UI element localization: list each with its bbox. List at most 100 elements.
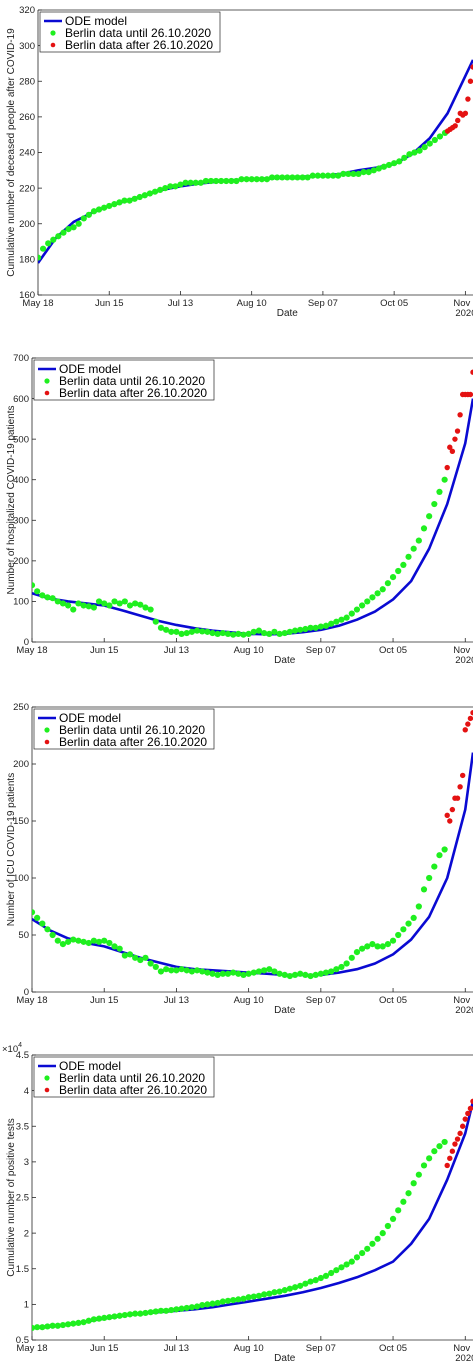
data-point-berlin-data-until-26-10-2020 [163,626,170,633]
y-axis-label: Cumulative number of positive tests [6,1118,17,1276]
data-point-berlin-data-until-26-10-2020 [263,176,271,183]
data-point-berlin-data-until-26-10-2020 [324,172,332,179]
y-exponent-label: ×104 [2,1042,22,1055]
data-point-berlin-data-until-26-10-2020 [307,1278,314,1285]
legend-label: Berlin data until 26.10.2020 [65,26,211,40]
data-point-berlin-data-after-26-10-2020 [459,772,466,779]
data-point-berlin-data-until-26-10-2020 [328,620,335,627]
data-point-berlin-data-until-26-10-2020 [369,1240,376,1247]
chart-panel-1: 160 180 200 220 240 260 280 300 320 May 18 Jun 15 J… [6,5,473,319]
data-point-berlin-data-until-26-10-2020 [271,628,278,635]
data-point-berlin-data-until-26-10-2020 [116,1312,123,1319]
data-point-berlin-data-until-26-10-2020 [70,1320,77,1327]
data-point-berlin-data-until-26-10-2020 [379,943,386,950]
legend-marker-swatch [44,739,50,745]
x-tick-label: Sep 07 [306,645,336,656]
legend-marker-swatch [44,390,50,396]
data-point-berlin-data-until-26-10-2020 [85,211,92,218]
data-point-berlin-data-until-26-10-2020 [136,193,143,201]
data-point-berlin-data-until-26-10-2020 [281,629,288,637]
data-point-berlin-data-until-26-10-2020 [95,938,103,945]
data-point-berlin-data-until-26-10-2020 [400,926,407,933]
data-point-berlin-data-until-26-10-2020 [410,545,417,552]
data-point-berlin-data-until-26-10-2020 [214,971,221,979]
data-point-berlin-data-until-26-10-2020 [307,624,314,631]
data-point-berlin-data-until-26-10-2020 [168,1306,175,1314]
y-axis-label: Cumulative number of deceased people aft… [6,28,17,277]
data-point-berlin-data-until-26-10-2020 [350,170,357,177]
data-point-berlin-data-until-26-10-2020 [142,954,149,961]
data-point-berlin-data-until-26-10-2020 [223,177,230,185]
data-point-berlin-data-until-26-10-2020 [245,630,252,637]
plot-area [32,710,473,980]
data-point-berlin-data-until-26-10-2020 [364,943,371,950]
plot-area [32,1098,473,1331]
data-point-berlin-data-until-26-10-2020 [415,903,422,910]
data-point-berlin-data-until-26-10-2020 [406,151,413,158]
data-point-berlin-data-after-26-10-2020 [449,806,456,813]
data-point-berlin-data-after-26-10-2020 [454,428,461,434]
y-tick-label: 3 [24,1157,29,1168]
data-point-berlin-data-after-26-10-2020 [447,818,453,824]
data-point-berlin-data-until-26-10-2020 [111,201,118,208]
data-point-berlin-data-after-26-10-2020 [462,1116,468,1122]
data-point-berlin-data-until-26-10-2020 [370,167,377,174]
data-point-berlin-data-until-26-10-2020 [44,594,51,601]
x-tick-label: Aug 10 [234,645,264,656]
x-tick-label: May 18 [16,645,47,656]
data-point-berlin-data-until-26-10-2020 [360,168,367,176]
data-point-berlin-data-until-26-10-2020 [238,176,245,183]
data-point-berlin-data-until-26-10-2020 [314,172,321,179]
data-point-berlin-data-until-26-10-2020 [75,1319,82,1326]
legend-label: ODE model [59,362,121,376]
data-point-berlin-data-until-26-10-2020 [302,971,309,979]
data-point-berlin-data-until-26-10-2020 [415,1171,422,1178]
data-point-berlin-data-until-26-10-2020 [49,595,56,602]
legend-label: Berlin data after 26.10.2020 [59,1083,207,1097]
data-point-berlin-data-until-26-10-2020 [44,1323,51,1330]
x-tick-label: Nov 0 [453,298,473,309]
data-point-berlin-data-until-26-10-2020 [369,594,376,601]
data-point-berlin-data-until-26-10-2020 [410,914,417,922]
data-point-berlin-data-until-26-10-2020 [379,586,386,593]
x-tick-label: Oct 05 [379,995,407,1006]
y-tick-label: 500 [13,434,29,445]
data-point-berlin-data-until-26-10-2020 [405,920,412,927]
data-point-berlin-data-until-26-10-2020 [39,1324,46,1331]
legend-box [33,708,215,750]
data-point-berlin-data-until-26-10-2020 [207,177,215,185]
data-point-berlin-data-until-26-10-2020 [183,967,190,974]
data-point-berlin-data-until-26-10-2020 [268,174,276,181]
data-point-berlin-data-until-26-10-2020 [152,963,159,971]
legend-marker-swatch [44,1087,50,1093]
data-point-berlin-data-until-26-10-2020 [340,170,347,177]
data-point-berlin-data-until-26-10-2020 [54,598,61,605]
data-point-berlin-data-until-26-10-2020 [235,630,242,637]
data-point-berlin-data-until-26-10-2020 [355,170,362,177]
y-tick-label: 400 [13,475,29,486]
data-point-berlin-data-until-26-10-2020 [421,144,428,151]
plot-area [38,59,473,264]
data-point-berlin-data-until-26-10-2020 [400,1198,407,1205]
data-point-berlin-data-until-26-10-2020 [328,1269,335,1277]
data-point-berlin-data-until-26-10-2020 [116,199,123,206]
data-point-berlin-data-until-26-10-2020 [116,600,123,607]
data-point-berlin-data-until-26-10-2020 [400,561,407,569]
data-point-berlin-data-until-26-10-2020 [405,553,412,560]
data-point-berlin-data-until-26-10-2020 [65,938,72,945]
data-point-berlin-data-until-26-10-2020 [230,1297,237,1304]
chart-panel-3: 0 50 100 150 200 250 May 18 Jun 15 Jul 13 Aug 10 S… [6,702,473,1016]
data-point-berlin-data-until-26-10-2020 [286,972,293,980]
data-point-berlin-data-until-26-10-2020 [291,1284,299,1291]
legend-marker-swatch [50,30,56,36]
data-point-berlin-data-after-26-10-2020 [459,1123,466,1129]
data-point-berlin-data-until-26-10-2020 [193,627,201,634]
data-point-berlin-data-until-26-10-2020 [250,1293,257,1300]
data-point-berlin-data-until-26-10-2020 [395,567,402,575]
data-point-berlin-data-until-26-10-2020 [253,176,260,183]
data-point-berlin-data-until-26-10-2020 [49,1322,56,1329]
data-point-berlin-data-until-26-10-2020 [214,630,221,637]
y-tick-label: 180 [19,255,35,266]
